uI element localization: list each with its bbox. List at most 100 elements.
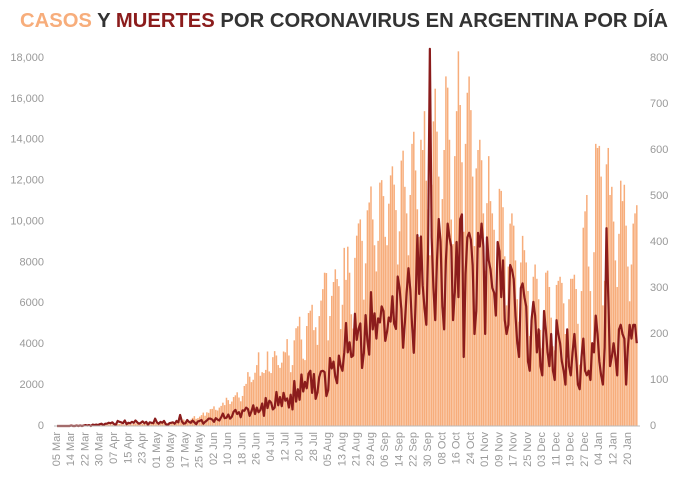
bar: [529, 336, 531, 426]
bar: [218, 407, 221, 426]
y-tick-label: 12,000: [10, 175, 44, 187]
x-tick-label: 20 Jul: [294, 432, 306, 461]
bar: [109, 424, 112, 426]
bar: [107, 424, 110, 426]
bar: [181, 421, 183, 426]
bar: [584, 211, 586, 426]
bar: [609, 194, 611, 426]
bar: [309, 310, 312, 426]
bar: [591, 342, 593, 426]
bar: [330, 295, 333, 426]
bar: [322, 289, 324, 426]
bar: [596, 147, 599, 426]
y-tick-label: 18,000: [10, 52, 44, 64]
y-tick-label: 0: [38, 420, 44, 432]
bar: [553, 350, 556, 426]
bar: [429, 255, 431, 426]
x-tick-label: 22 Sep: [408, 432, 420, 467]
bar: [325, 273, 328, 426]
bar: [480, 160, 483, 426]
bar: [411, 143, 413, 426]
bar: [116, 423, 119, 426]
x-tick-label: 18 Jun: [236, 432, 248, 465]
bar: [145, 424, 147, 426]
bar: [320, 300, 322, 426]
y-tick-label: 4000: [20, 338, 44, 350]
x-tick-label: 14 Sep: [393, 432, 405, 467]
bar: [177, 421, 180, 426]
x-tick-label: 01 Nov: [479, 432, 491, 467]
bar: [259, 375, 262, 426]
bar: [439, 239, 442, 426]
bar: [380, 180, 383, 426]
bar: [516, 299, 519, 426]
x-tick-label: 26 Jun: [251, 432, 263, 465]
bar: [111, 424, 114, 426]
x-tick-label: 13 Aug: [336, 432, 348, 466]
bar: [396, 264, 399, 426]
bar: [491, 213, 494, 426]
bar: [227, 400, 230, 426]
bar: [541, 348, 543, 426]
x-tick-label: 12 Jan: [608, 432, 620, 465]
x-tick-label: 21 Aug: [351, 432, 363, 466]
y2-tick-label: 0: [650, 420, 656, 432]
bar: [625, 225, 627, 426]
bar: [487, 156, 490, 426]
bar: [523, 250, 526, 426]
bar: [552, 346, 554, 426]
bar: [243, 385, 246, 426]
bar: [288, 355, 290, 426]
bar: [587, 266, 590, 426]
bar: [311, 304, 313, 426]
bar: [352, 328, 354, 426]
bar: [457, 51, 460, 426]
bar: [104, 424, 106, 426]
bar: [630, 264, 633, 426]
y2-tick-label: 400: [650, 236, 668, 248]
bar: [188, 421, 190, 426]
x-tick-label: 25 Nov: [522, 432, 534, 467]
bar: [373, 245, 376, 426]
x-tick-label: 30 Mar: [94, 432, 106, 467]
bar: [507, 266, 510, 426]
x-tick-label: 17 Nov: [508, 432, 520, 467]
bar: [275, 355, 278, 426]
chart-title: CASOS Y MUERTES POR CORONAVIRUS EN ARGEN…: [20, 9, 668, 32]
bar: [530, 315, 533, 426]
bar: [261, 372, 263, 426]
bar: [229, 404, 231, 426]
bar: [566, 360, 568, 426]
y2-tick-label: 500: [650, 190, 668, 202]
bar: [273, 351, 276, 426]
bar: [124, 424, 126, 426]
x-tick-label: 24 Oct: [465, 432, 477, 464]
bar: [557, 280, 560, 426]
bar: [361, 240, 363, 426]
bar: [389, 175, 392, 426]
x-tick-label: 01 May: [151, 432, 163, 469]
bar: [345, 279, 347, 426]
bar: [175, 421, 178, 426]
bar: [100, 424, 103, 426]
bar: [143, 423, 146, 426]
bar: [525, 262, 527, 426]
bar: [179, 421, 181, 426]
y2-tick-label: 600: [650, 144, 668, 156]
x-tick-label: 28 Jul: [308, 432, 320, 461]
bar: [252, 379, 254, 426]
y-tick-label: 2000: [20, 379, 44, 391]
y2-tick-label: 200: [650, 328, 668, 340]
x-tick-label: 05 Aug: [322, 432, 334, 466]
bar: [350, 314, 353, 426]
bar: [430, 184, 433, 426]
bar: [281, 362, 283, 426]
bar: [357, 223, 360, 426]
x-tick-label: 09 May: [165, 432, 177, 469]
bar: [282, 351, 285, 426]
bar: [170, 422, 172, 426]
bar: [172, 422, 174, 426]
bar: [534, 264, 536, 426]
x-tick-label: 05 Mar: [51, 432, 63, 467]
